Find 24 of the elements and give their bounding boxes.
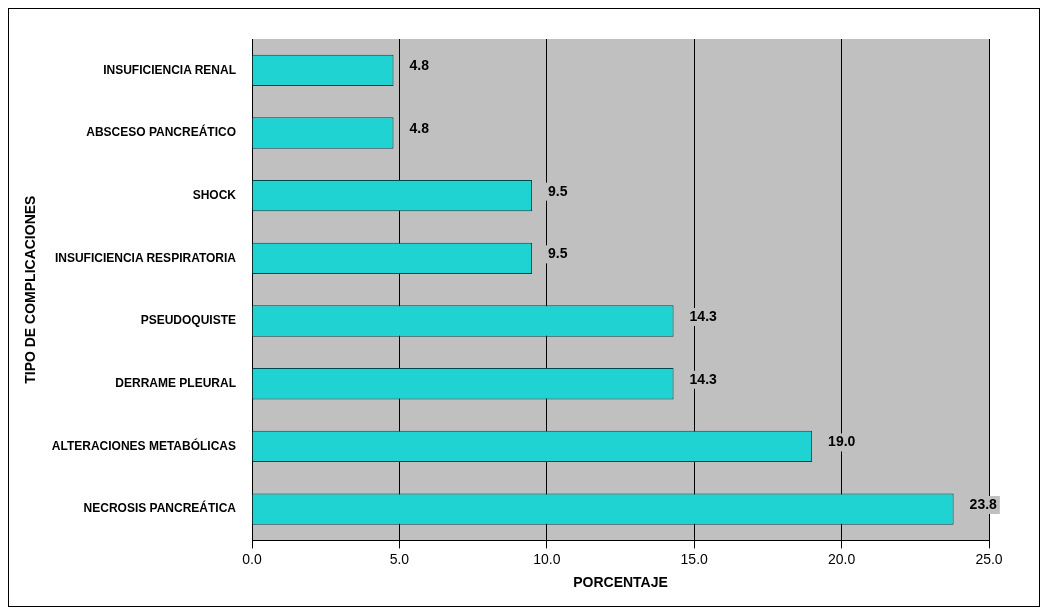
- y-tick-label: SHOCK: [192, 188, 237, 202]
- data-label: 23.8: [969, 495, 998, 512]
- x-tick-label: 15.0: [680, 550, 709, 567]
- y-tick-label: NECROSIS PANCREÁTICA: [83, 500, 237, 516]
- data-label: 19.0: [828, 433, 856, 450]
- y-tick-label: DERRAME PLEURAL: [115, 376, 237, 391]
- data-label: 14.3: [689, 307, 718, 324]
- y-tick-label: INSUFICIENCIA RENAL: [103, 62, 237, 77]
- y-tick-label: INSUFICIENCIA RESPIRATORIA: [54, 250, 237, 265]
- y-tick-label: ABSCESO PANCREÁTICO: [86, 124, 237, 140]
- x-tick-label: 25.0: [975, 550, 1003, 567]
- data-label: 9.5: [548, 245, 568, 262]
- y-tick-label: ALTERACIONES METABÓLICAS: [51, 437, 237, 453]
- x-tick-label: 5.0: [389, 550, 410, 567]
- data-label: 4.8: [409, 57, 430, 74]
- x-tick-label: 10.0: [533, 550, 561, 567]
- data-label: 4.8: [409, 119, 430, 136]
- data-label: 14.3: [689, 370, 718, 387]
- y-tick-label: PSEUDOQUISTE: [140, 313, 237, 328]
- x-tick-label: 0.0: [242, 550, 262, 567]
- x-tick-label: 20.0: [827, 550, 856, 567]
- data-label: 9.5: [548, 182, 568, 199]
- y-axis-title: TIPO DE COMPLICACIONES: [22, 195, 39, 384]
- x-axis-title: PORCENTAJE: [573, 574, 668, 591]
